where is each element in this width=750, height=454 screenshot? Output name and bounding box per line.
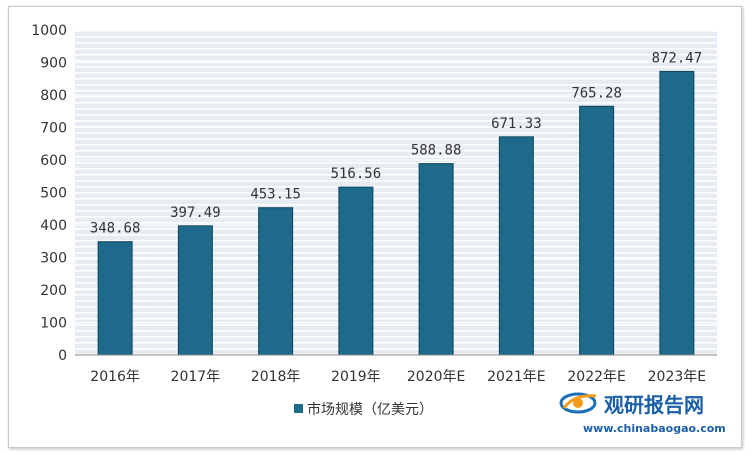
watermark-url: www.chinabaogao.com (583, 422, 726, 435)
legend-label: 市场规模（亿美元） (307, 401, 433, 418)
bar (338, 186, 374, 356)
watermark: 观研报告网 www.chinabaogao.com (559, 392, 726, 435)
x-tick-label: 2020年E (407, 369, 465, 385)
bar (258, 207, 294, 356)
watermark-brand: 观研报告网 (604, 393, 704, 417)
bar (498, 136, 534, 356)
y-tick-label: 700 (40, 121, 67, 137)
data-label: 453.15 (250, 187, 301, 203)
bars (97, 70, 695, 356)
y-tick-label: 200 (40, 283, 67, 299)
y-tick-label: 600 (40, 153, 67, 169)
data-label: 671.33 (491, 116, 542, 132)
y-tick-label: 400 (40, 218, 67, 234)
x-tick-label: 2018年 (251, 369, 301, 385)
data-label: 516.56 (331, 166, 382, 182)
data-label: 872.47 (652, 50, 703, 66)
y-axis: 0 100 200 300 400 500 600 700 800 900 1000 (31, 23, 67, 364)
y-tick-label: 500 (40, 186, 67, 202)
y-tick-label: 800 (40, 88, 67, 104)
data-label: 348.68 (90, 221, 141, 237)
x-tick-label: 2019年 (331, 369, 381, 385)
y-tick-label: 100 (40, 316, 67, 332)
globe-swoosh-logo-icon (559, 392, 597, 414)
bar (177, 225, 213, 356)
bar (659, 70, 695, 356)
legend: 市场规模（亿美元） (294, 401, 433, 418)
y-tick-label: 300 (40, 251, 67, 267)
y-tick-label: 0 (58, 348, 67, 364)
x-tick-label: 2023年E (648, 369, 706, 385)
y-tick-label: 900 (40, 56, 67, 72)
x-tick-label: 2022年E (567, 369, 625, 385)
data-label: 397.49 (170, 205, 221, 221)
data-label: 588.88 (411, 143, 462, 159)
bar (579, 105, 615, 356)
data-label: 765.28 (571, 85, 622, 101)
data-labels: 348.68 397.49 453.15 516.56 588.88 671.33 765.… (90, 50, 702, 236)
x-tick-label: 2021年E (487, 369, 545, 385)
x-tick-label: 2017年 (171, 369, 221, 385)
bar (97, 241, 133, 356)
x-axis: 2016年 2017年 2018年 2019年 2020年E 2021年E 2022年E 20… (75, 354, 717, 385)
y-tick-label: 1000 (31, 23, 67, 39)
legend-swatch (294, 404, 303, 413)
bar (418, 163, 454, 356)
x-tick-label: 2016年 (90, 369, 140, 385)
